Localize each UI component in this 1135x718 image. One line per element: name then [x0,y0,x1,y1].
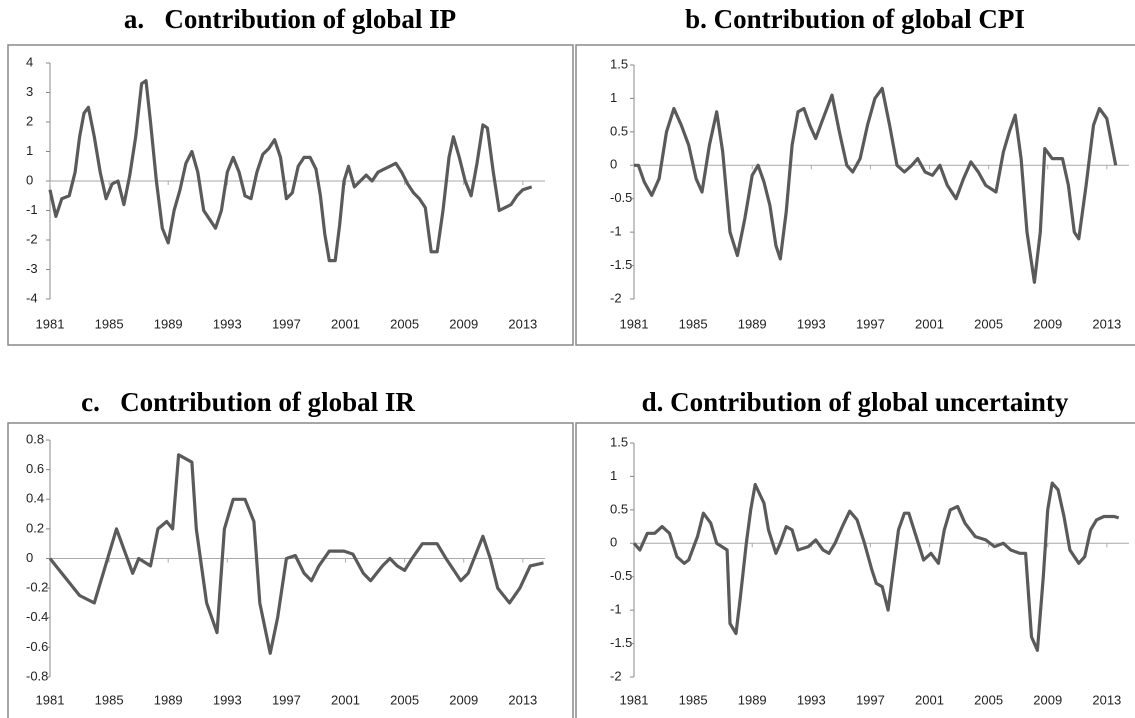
x-tick-label: 2013 [1092,316,1121,331]
y-tick-label: 2 [26,113,33,128]
x-tick-label: 2009 [1033,692,1062,707]
x-tick-label: 1993 [213,692,242,707]
x-tick-label: 1985 [95,692,124,707]
y-tick-label: 0 [26,172,33,187]
chart-border [575,44,1135,346]
x-tick-label: 1997 [856,692,885,707]
x-tick-label: 1981 [620,316,649,331]
x-tick-label: 2013 [1092,692,1121,707]
x-tick-label: 1989 [738,692,767,707]
x-tick-label: 1989 [154,316,183,331]
x-tick-label: 1989 [738,316,767,331]
chart-title: a. Contribution of global IP [124,4,456,34]
x-tick-label: 1981 [36,316,65,331]
y-tick-label: 1 [26,143,33,158]
y-tick-label: 0.5 [610,123,628,138]
y-tick-label: 1.5 [610,434,628,449]
y-tick-label: 0 [26,550,33,565]
x-tick-label: 1989 [154,692,183,707]
y-tick-label: 0.2 [26,520,44,535]
x-tick-label: 2005 [390,692,419,707]
x-tick-label: 1997 [272,316,301,331]
x-tick-label: 2001 [331,692,360,707]
x-tick-label: 2009 [449,316,478,331]
y-tick-label: -0.5 [610,190,632,205]
y-tick-label: -1.5 [610,635,632,650]
y-tick-label: 0 [610,535,617,550]
x-tick-label: 1981 [620,692,649,707]
x-tick-label: 1981 [36,692,65,707]
x-tick-label: 1985 [679,692,708,707]
data-line [634,86,1118,284]
x-tick-label: 1993 [797,316,826,331]
y-tick-label: 0.5 [610,501,628,516]
x-tick-label: 2005 [974,692,1003,707]
y-tick-label: -0.6 [26,639,48,654]
x-tick-label: 1985 [95,316,124,331]
y-tick-label: -2 [610,668,622,683]
chart-border [7,44,574,346]
x-tick-label: 2009 [449,692,478,707]
y-tick-label: 0.8 [26,431,44,446]
y-tick-label: -4 [26,290,38,305]
y-tick-label: 0.4 [26,491,44,506]
x-tick-label: 2013 [508,692,537,707]
x-tick-label: 1993 [797,692,826,707]
y-tick-label: -2 [610,290,622,305]
y-tick-label: -0.4 [26,609,48,624]
y-tick-label: -0.8 [26,668,48,683]
y-tick-label: -0.5 [610,568,632,583]
y-tick-label: -2 [26,231,38,246]
y-tick-label: -1 [610,602,622,617]
y-tick-label: 0.6 [26,461,44,476]
data-line [48,79,533,263]
x-tick-label: 2005 [974,316,1003,331]
x-tick-label: 2001 [915,692,944,707]
x-tick-label: 2001 [915,316,944,331]
y-tick-label: -1.5 [610,257,632,272]
y-tick-label: 3 [26,84,33,99]
chart-title: b. Contribution of global CPI [685,4,1025,34]
y-tick-label: 1.5 [610,56,628,71]
y-tick-label: 4 [26,54,33,69]
chart-border [575,422,1135,718]
y-tick-label: 0 [610,157,617,172]
x-tick-label: 1997 [272,692,301,707]
chart-title: d. Contribution of global uncertainty [642,387,1069,417]
x-tick-label: 1997 [856,316,885,331]
y-tick-label: 1 [610,90,617,105]
data-line [48,453,544,655]
y-tick-label: 1 [610,468,617,483]
data-line [632,481,1120,652]
x-tick-label: 1985 [679,316,708,331]
x-tick-label: 2009 [1033,316,1062,331]
chart-title: c. Contribution of global IR [81,387,415,417]
y-tick-label: -0.2 [26,580,48,595]
chart-border [7,422,574,718]
y-tick-label: -3 [26,261,38,276]
x-tick-label: 2013 [508,316,537,331]
y-tick-label: -1 [26,202,38,217]
x-tick-label: 2001 [331,316,360,331]
x-tick-label: 1993 [213,316,242,331]
y-tick-label: -1 [610,224,622,239]
x-tick-label: 2005 [390,316,419,331]
